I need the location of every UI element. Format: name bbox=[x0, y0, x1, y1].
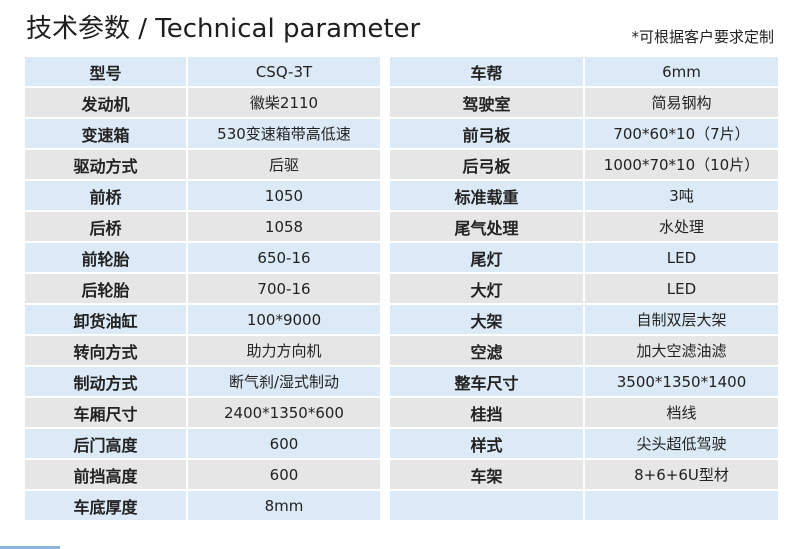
spec-label: 前轮胎 bbox=[25, 243, 188, 274]
spec-row: 尾气处理 水处理 bbox=[390, 212, 778, 243]
spec-row: 车厢尺寸 2400*1350*600 bbox=[25, 398, 380, 429]
spec-value: 1050 bbox=[188, 181, 380, 212]
spec-table-left: 型号 CSQ-3T 发动机 徽柴2110 变速箱 530变速箱带高低速 驱动方式 后驱 前桥 10… bbox=[25, 57, 380, 522]
spec-value: 3吨 bbox=[585, 181, 778, 212]
spec-value: 700-16 bbox=[188, 274, 380, 305]
spec-row: 空滤 加大空滤油滤 bbox=[390, 336, 778, 367]
spec-value: 断气刹/湿式制动 bbox=[188, 367, 380, 398]
page-title: 技术参数 / Technical parameter bbox=[26, 14, 421, 44]
spec-row: 前挡高度 600 bbox=[25, 460, 380, 491]
spec-value: 徽柴2110 bbox=[188, 88, 380, 119]
spec-value: 档线 bbox=[585, 398, 778, 429]
spec-value: 1000*70*10（10片） bbox=[585, 150, 778, 181]
spec-row: 整车尺寸 3500*1350*1400 bbox=[390, 367, 778, 398]
spec-value: 尖头超低驾驶 bbox=[585, 429, 778, 460]
spec-label: 前挡高度 bbox=[25, 460, 188, 491]
spec-row: 大架 自制双层大架 bbox=[390, 305, 778, 336]
spec-value: 8+6+6U型材 bbox=[585, 460, 778, 491]
spec-row: 前桥 1050 bbox=[25, 181, 380, 212]
spec-value: 530变速箱带高低速 bbox=[188, 119, 380, 150]
decorative-bar bbox=[0, 546, 60, 549]
spec-value: 助力方向机 bbox=[188, 336, 380, 367]
spec-row: 卸货油缸 100*9000 bbox=[25, 305, 380, 336]
spec-row: 制动方式 断气刹/湿式制动 bbox=[25, 367, 380, 398]
spec-value: 加大空滤油滤 bbox=[585, 336, 778, 367]
spec-label: 变速箱 bbox=[25, 119, 188, 150]
spec-row: 驾驶室 简易钢构 bbox=[390, 88, 778, 119]
spec-label: 后弓板 bbox=[390, 150, 585, 181]
spec-label: 前桥 bbox=[25, 181, 188, 212]
spec-row: 车架 8+6+6U型材 bbox=[390, 460, 778, 491]
spec-table-right: 车帮 6mm 驾驶室 简易钢构 前弓板 700*60*10（7片） 后弓板 1000*70*1… bbox=[390, 57, 778, 522]
spec-value: 自制双层大架 bbox=[585, 305, 778, 336]
spec-label: 卸货油缸 bbox=[25, 305, 188, 336]
spec-row: 尾灯 LED bbox=[390, 243, 778, 274]
spec-value: 600 bbox=[188, 460, 380, 491]
spec-label: 后门高度 bbox=[25, 429, 188, 460]
spec-label: 桂挡 bbox=[390, 398, 585, 429]
spec-row: 驱动方式 后驱 bbox=[25, 150, 380, 181]
spec-label: 前弓板 bbox=[390, 119, 585, 150]
spec-row: 型号 CSQ-3T bbox=[25, 57, 380, 88]
spec-label: 驱动方式 bbox=[25, 150, 188, 181]
spec-value: 600 bbox=[188, 429, 380, 460]
spec-label: 型号 bbox=[25, 57, 188, 88]
spec-label: 驾驶室 bbox=[390, 88, 585, 119]
spec-label: 车架 bbox=[390, 460, 585, 491]
spec-label: 转向方式 bbox=[25, 336, 188, 367]
spec-value: 水处理 bbox=[585, 212, 778, 243]
spec-label: 制动方式 bbox=[25, 367, 188, 398]
spec-row: 前弓板 700*60*10（7片） bbox=[390, 119, 778, 150]
spec-label: 尾气处理 bbox=[390, 212, 585, 243]
spec-value: 2400*1350*600 bbox=[188, 398, 380, 429]
spec-value: 100*9000 bbox=[188, 305, 380, 336]
spec-label: 标准载重 bbox=[390, 181, 585, 212]
spec-row: 车帮 6mm bbox=[390, 57, 778, 88]
spec-value: 8mm bbox=[188, 491, 380, 522]
spec-row: 车底厚度 8mm bbox=[25, 491, 380, 522]
spec-value: CSQ-3T bbox=[188, 57, 380, 88]
spec-row: 标准载重 3吨 bbox=[390, 181, 778, 212]
spec-row: 后弓板 1000*70*10（10片） bbox=[390, 150, 778, 181]
spec-label: 车帮 bbox=[390, 57, 585, 88]
spec-row: 后桥 1058 bbox=[25, 212, 380, 243]
spec-row: 后门高度 600 bbox=[25, 429, 380, 460]
spec-value bbox=[585, 491, 778, 522]
spec-value: LED bbox=[585, 243, 778, 274]
spec-value: 简易钢构 bbox=[585, 88, 778, 119]
spec-label: 车底厚度 bbox=[25, 491, 188, 522]
spec-row: 发动机 徽柴2110 bbox=[25, 88, 380, 119]
spec-row: 后轮胎 700-16 bbox=[25, 274, 380, 305]
spec-row bbox=[390, 491, 778, 522]
spec-label: 大架 bbox=[390, 305, 585, 336]
spec-label: 大灯 bbox=[390, 274, 585, 305]
customization-note: *可根据客户要求定制 bbox=[631, 28, 774, 46]
spec-label: 整车尺寸 bbox=[390, 367, 585, 398]
spec-label: 发动机 bbox=[25, 88, 188, 119]
spec-row: 大灯 LED bbox=[390, 274, 778, 305]
spec-label: 后桥 bbox=[25, 212, 188, 243]
spec-row: 转向方式 助力方向机 bbox=[25, 336, 380, 367]
spec-label: 尾灯 bbox=[390, 243, 585, 274]
spec-row: 变速箱 530变速箱带高低速 bbox=[25, 119, 380, 150]
spec-row: 样式 尖头超低驾驶 bbox=[390, 429, 778, 460]
spec-value: 1058 bbox=[188, 212, 380, 243]
spec-value: 后驱 bbox=[188, 150, 380, 181]
spec-label: 样式 bbox=[390, 429, 585, 460]
spec-value: 700*60*10（7片） bbox=[585, 119, 778, 150]
spec-row: 前轮胎 650-16 bbox=[25, 243, 380, 274]
spec-value: 3500*1350*1400 bbox=[585, 367, 778, 398]
spec-value: 6mm bbox=[585, 57, 778, 88]
spec-label: 空滤 bbox=[390, 336, 585, 367]
spec-value: LED bbox=[585, 274, 778, 305]
spec-row: 桂挡 档线 bbox=[390, 398, 778, 429]
spec-label bbox=[390, 491, 585, 522]
spec-label: 车厢尺寸 bbox=[25, 398, 188, 429]
spec-value: 650-16 bbox=[188, 243, 380, 274]
spec-label: 后轮胎 bbox=[25, 274, 188, 305]
